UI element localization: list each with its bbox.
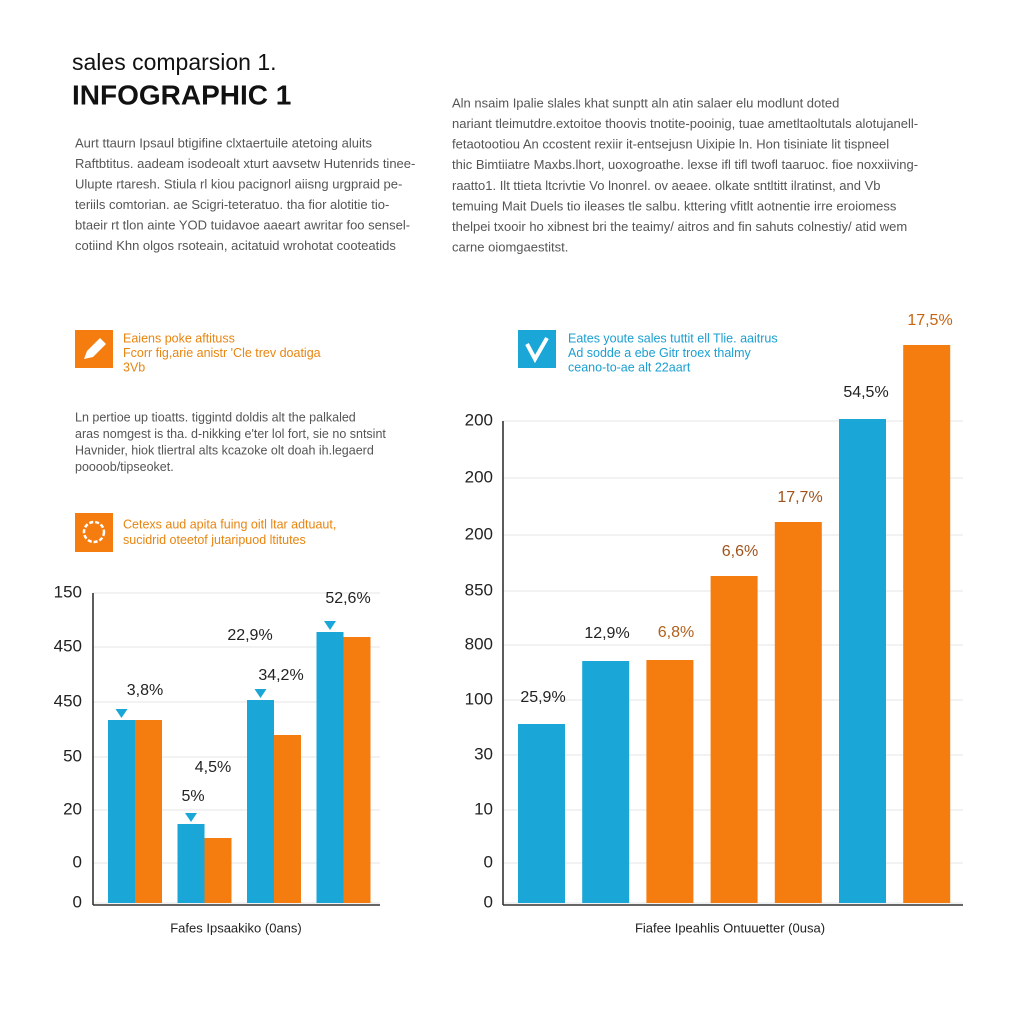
annotation: 17,5% xyxy=(907,312,952,329)
intro-line: Aurt ttaurn Ipsaul btigifine clxtaertuil… xyxy=(75,135,373,150)
check-icon xyxy=(518,330,556,368)
note-line: Ln pertioe up tioatts. tiggintd doldis a… xyxy=(75,410,356,424)
bar xyxy=(247,700,274,903)
subtitle: sales comparsion 1. xyxy=(72,49,277,75)
annotation: 54,5% xyxy=(843,384,888,401)
y-tick-label: 450 xyxy=(54,636,82,655)
callout-line: sucidrid oteetof jutaripuod ltitutes xyxy=(123,533,306,547)
annotation: 17,7% xyxy=(777,489,822,506)
intro-line: Raftbtitus. aadeam isodeoalt xturt aavse… xyxy=(75,156,415,171)
y-tick-label: 0 xyxy=(484,852,493,871)
y-tick-label: 450 xyxy=(54,691,82,710)
y-tick-label: 850 xyxy=(465,580,493,599)
bar xyxy=(343,637,371,903)
bar xyxy=(177,824,205,903)
bar xyxy=(774,522,822,903)
y-tick-label: 200 xyxy=(465,467,493,486)
title: INFOGRAPHIC 1 xyxy=(72,79,291,110)
intro-line: carne oiomgaestitst. xyxy=(452,240,568,255)
intro-line: nariant tleimutdre.extoitoe thoovis tnot… xyxy=(452,116,918,131)
intro-line: teriils comtorian. ae Scigri-teteratuo. … xyxy=(75,197,389,212)
bar xyxy=(204,838,232,903)
intro-line: raatto1. Ilt ttieta ltcrivtie Vo lnonrel… xyxy=(452,178,881,193)
annotation: 25,9% xyxy=(520,689,565,706)
bar xyxy=(135,720,162,903)
y-tick-label: 20 xyxy=(63,799,82,818)
y-tick-label: 50 xyxy=(63,746,82,765)
annotation: 4,5% xyxy=(195,759,231,776)
callout-line: Fcorr fig,arie anistr 'Cle trev doatiga xyxy=(123,346,321,360)
note-line: poooob/tipseoket. xyxy=(75,460,174,474)
callout-line: Eates youte sales tuttit ell Tlie. aaitr… xyxy=(568,331,778,345)
bar xyxy=(518,724,565,903)
bar xyxy=(316,632,344,903)
annotation: 6,6% xyxy=(722,543,758,560)
intro-line: thic Bimtiiatre Maxbs.lhort, uoxogroathe… xyxy=(452,157,918,172)
bar xyxy=(710,576,758,903)
intro-line: cotiind Khn olgos rsoteain, acitatuid wr… xyxy=(75,238,396,253)
annotation: 6,8% xyxy=(658,624,694,641)
intro-line: Ulupte rtaresh. Stiula rl kiou pacignorl… xyxy=(75,176,402,191)
bar xyxy=(646,660,694,903)
bar-marker xyxy=(254,689,267,698)
callout-line: Eaiens poke aftituss xyxy=(123,331,235,345)
x-axis-label: Fiafee Ipeahlis Ontuuetter (0usa) xyxy=(635,920,825,935)
annotation: 5% xyxy=(181,788,204,805)
note-line: aras nomgest is tha. d-nikking e'ter lol… xyxy=(75,427,386,441)
y-tick-label: 100 xyxy=(465,689,493,708)
y-tick-label: 800 xyxy=(465,634,493,653)
bar-marker xyxy=(324,621,336,630)
y-tick-label: 0 xyxy=(73,892,82,911)
pencil-icon xyxy=(75,330,113,368)
callout-line: Cetexs aud apita fuing oitl ltar adtuaut… xyxy=(123,517,336,531)
bar xyxy=(582,661,630,903)
circle-icon xyxy=(75,513,113,552)
intro-line: Aln nsaim Ipalie slales khat sunptt aln … xyxy=(452,95,839,110)
intro-line: thelpei txooir ho xibnest bri the teaimy… xyxy=(452,219,907,234)
note-line: Havnider, hiok tliertral alts kcazoke ol… xyxy=(75,443,374,457)
intro-line: btaeir rt tlon ainte YOD tuidavoe aaeart… xyxy=(75,217,410,232)
callout-line: 3Vb xyxy=(123,360,145,374)
x-axis-label: Fafes Ipsaakiko (0ans) xyxy=(170,920,302,935)
bar xyxy=(274,735,301,903)
y-tick-label: 30 xyxy=(474,744,493,763)
y-tick-label: 150 xyxy=(54,582,82,601)
y-tick-label: 200 xyxy=(465,410,493,429)
annotation: 3,8% xyxy=(127,682,163,699)
annotation: 34,2% xyxy=(258,667,303,684)
bar xyxy=(903,345,951,903)
annotation: 52,6% xyxy=(325,590,370,607)
bar xyxy=(839,419,886,903)
y-tick-label: 10 xyxy=(474,799,493,818)
bar-marker xyxy=(115,709,128,718)
callout-line: Ad sodde a ebe Gitr troex thalmy xyxy=(568,346,751,360)
y-tick-label: 0 xyxy=(484,892,493,911)
bar-marker xyxy=(185,813,197,822)
y-tick-label: 0 xyxy=(73,852,82,871)
intro-line: fetaotootiou An ccostent rexiir it-entse… xyxy=(452,137,889,152)
annotation: 12,9% xyxy=(584,625,629,642)
y-tick-label: 200 xyxy=(465,524,493,543)
intro-line: temuing Mait Duels tio ileases tle salbu… xyxy=(452,198,897,213)
bar xyxy=(108,720,135,903)
annotation: 22,9% xyxy=(227,627,272,644)
callout-line: ceano-to-ae alt 22aart xyxy=(568,360,691,374)
